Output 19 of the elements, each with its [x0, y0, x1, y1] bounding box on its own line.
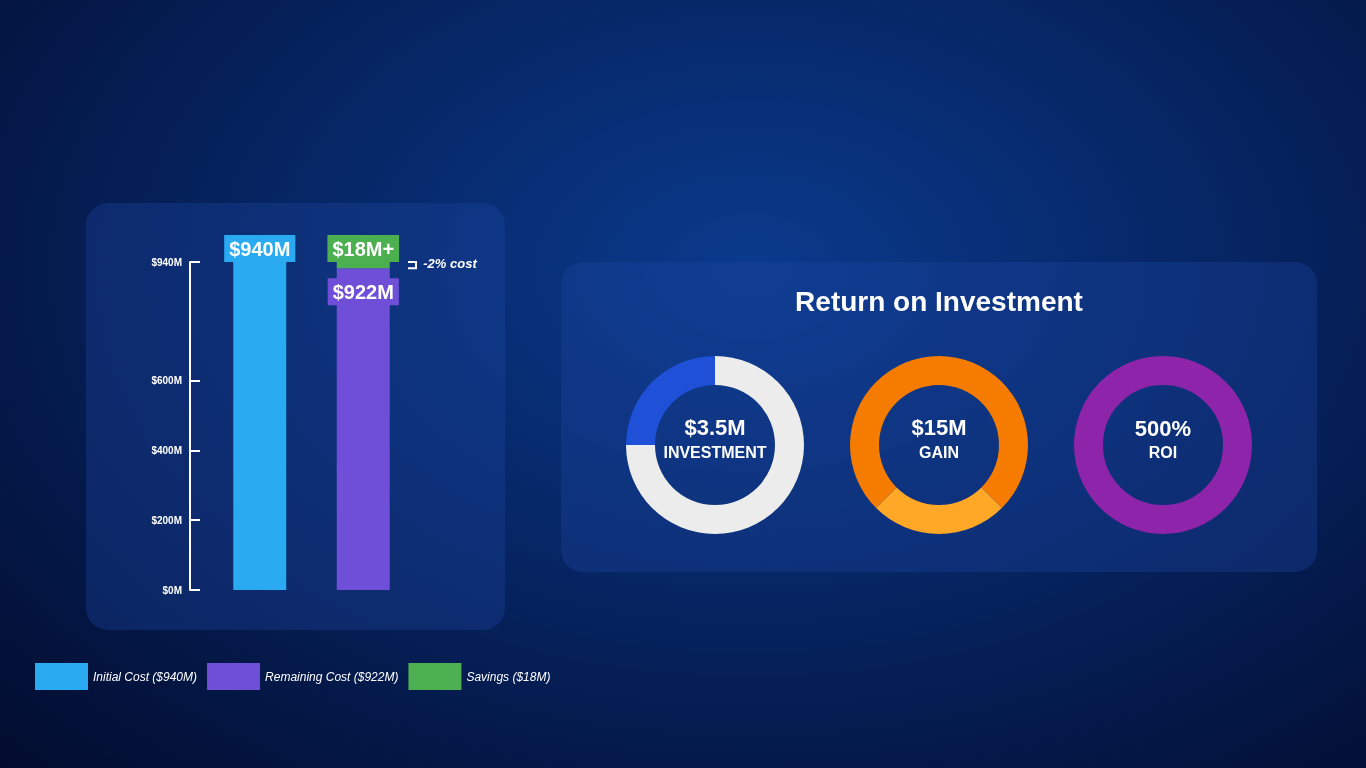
data-label: $922M — [332, 281, 394, 304]
data-label: $18M+ — [332, 238, 395, 260]
data-label: $940M — [229, 238, 291, 260]
legend-label: Initial Cost ($940M) — [93, 669, 198, 684]
y-tick-label: $940M — [151, 256, 182, 268]
legend-label: Savings ($18M) — [466, 669, 551, 684]
text: 500% — [1133, 416, 1193, 442]
text: INVESTMENT — [663, 443, 767, 461]
y-tick-label: $200M — [151, 514, 182, 526]
y-tick-label: $0M — [162, 584, 182, 596]
y-tick-label: $400M — [151, 444, 182, 456]
text: GAIN — [919, 443, 959, 461]
text: $3.5M — [684, 414, 746, 440]
text: Return on Investment — [794, 286, 1084, 318]
legend-label: Remaining Cost ($922M) — [265, 669, 399, 684]
y-tick-label: $600M — [151, 375, 182, 387]
text: ROI — [1147, 444, 1179, 462]
text: $15M — [911, 414, 967, 440]
text: -2% cost — [423, 256, 477, 272]
